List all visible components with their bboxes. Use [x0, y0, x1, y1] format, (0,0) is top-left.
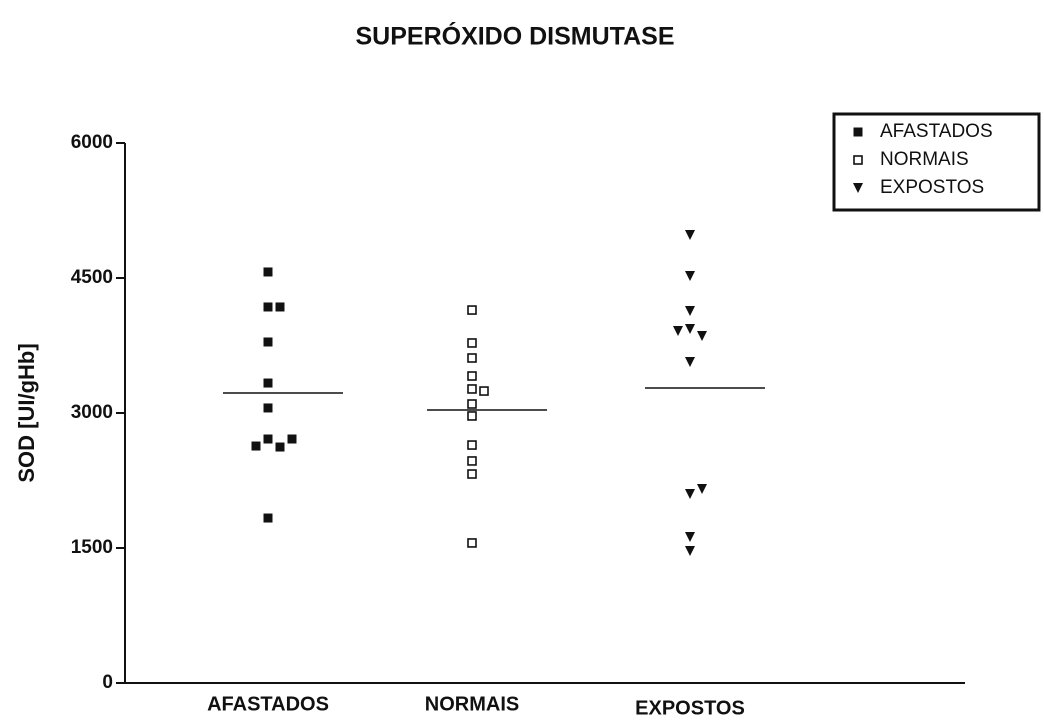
y-tick-label: 3000 — [71, 402, 113, 423]
x-tick-label: AFASTADOS — [207, 693, 329, 715]
point — [685, 271, 695, 282]
point — [697, 330, 707, 341]
point — [287, 434, 297, 444]
point — [479, 386, 489, 396]
point — [467, 411, 477, 421]
point — [467, 469, 477, 479]
point — [251, 441, 261, 451]
point — [467, 440, 477, 450]
point — [467, 538, 477, 548]
point — [467, 338, 477, 348]
legend-label: AFASTADOS — [880, 121, 993, 142]
point — [467, 371, 477, 381]
point — [275, 442, 285, 452]
point — [685, 229, 695, 240]
legend-label: EXPOSTOS — [880, 177, 984, 198]
point — [673, 326, 683, 337]
point — [263, 403, 273, 413]
point — [685, 324, 695, 335]
point — [467, 384, 477, 394]
point — [685, 532, 695, 543]
point — [467, 456, 477, 466]
point — [275, 302, 285, 312]
point — [685, 356, 695, 367]
y-tick-label: 6000 — [71, 132, 113, 153]
point — [263, 513, 273, 523]
point — [853, 155, 863, 165]
y-tick-label: 0 — [102, 672, 113, 693]
point — [853, 127, 863, 137]
point — [697, 483, 707, 494]
point — [263, 337, 273, 347]
point — [467, 353, 477, 363]
point — [263, 434, 273, 444]
point — [685, 489, 695, 499]
x-tick-label: NORMAIS — [425, 693, 519, 715]
point — [685, 306, 695, 317]
point — [263, 302, 273, 312]
point — [263, 378, 273, 388]
point — [467, 305, 477, 315]
point — [467, 399, 477, 409]
legend-box — [832, 112, 1041, 212]
point — [685, 545, 695, 556]
point — [263, 267, 273, 277]
x-tick-label: EXPOSTOS — [635, 697, 745, 719]
y-tick-label: 4500 — [71, 267, 113, 288]
point — [853, 183, 863, 193]
y-tick-label: 1500 — [71, 537, 113, 558]
y-axis-label: SOD [UI/gHb] — [14, 343, 39, 482]
legend-label: NORMAIS — [880, 149, 969, 170]
chart-title: SUPERÓXIDO DISMUTASE — [355, 21, 674, 51]
